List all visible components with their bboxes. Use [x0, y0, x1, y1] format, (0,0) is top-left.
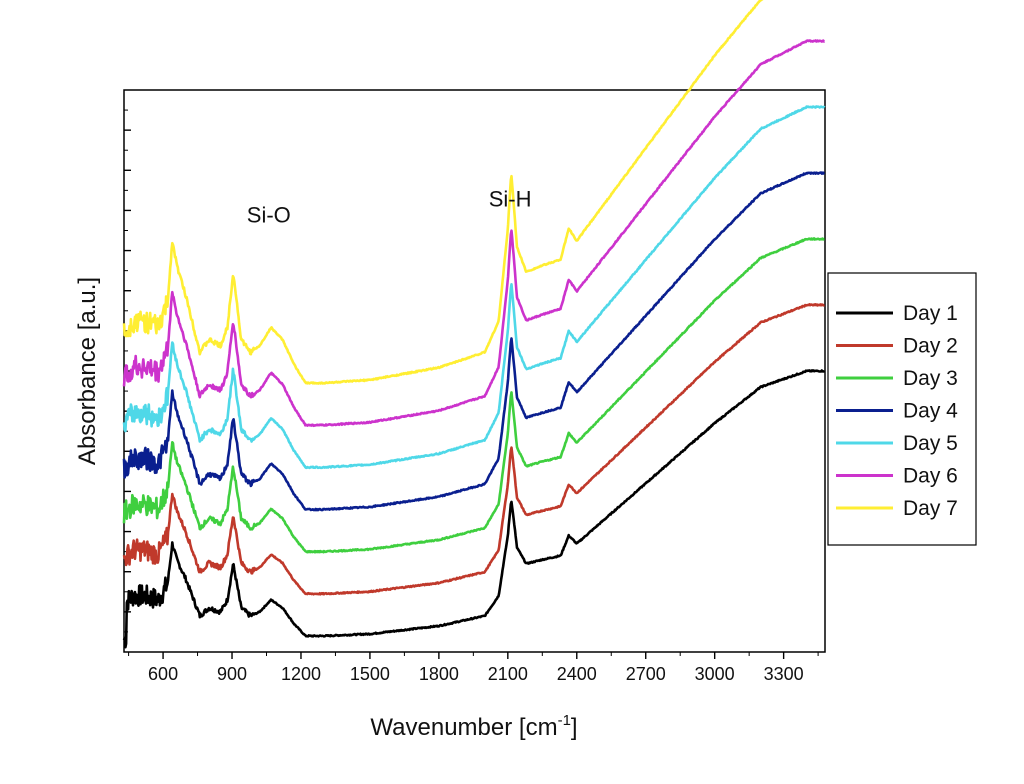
legend: Day 1 Day 2 Day 3 Day 4 Day 5 Day 6 Day 7: [827, 272, 977, 546]
series-line-7: [122, 0, 764, 385]
x-axis-title-suffix: ]: [571, 714, 578, 741]
x-tick-label: 600: [148, 664, 178, 684]
legend-label: Day 4: [903, 400, 958, 423]
x-axis-title: Wavenumber [cm-1]: [370, 712, 577, 741]
legend-label: Day 6: [903, 465, 958, 488]
x-tick-label: 2700: [626, 664, 666, 684]
annotations: Si-O Si-H: [247, 186, 532, 227]
x-axis-title-main: Wavenumber [cm: [370, 714, 557, 741]
plot-area-frame: [123, 89, 826, 653]
x-tick-label: 900: [217, 664, 247, 684]
series-line-6: [122, 39, 826, 428]
series-line-1: [122, 369, 826, 649]
x-tick-label: 3300: [764, 664, 804, 684]
legend-label: Day 1: [903, 302, 958, 325]
x-tick-label: 2100: [488, 664, 528, 684]
series-line-2: [122, 303, 826, 596]
legend-label: Day 5: [903, 432, 958, 455]
series-line-3: [122, 237, 826, 554]
series-line-4: [122, 171, 826, 512]
x-tick-label: 1500: [350, 664, 390, 684]
legend-label: Day 7: [903, 497, 958, 520]
x-tick-label: 3000: [695, 664, 735, 684]
x-tick-label: 1200: [281, 664, 321, 684]
x-axis-ticks: 600 900 1200 1500 1800 2100 2400 2700 3000 3300: [128, 652, 819, 684]
legend-label: Day 3: [903, 367, 958, 390]
x-tick-label: 1800: [419, 664, 459, 684]
series-line-5: [122, 105, 826, 470]
x-axis-title-superscript: -1: [558, 712, 571, 729]
y-axis-ticks: [124, 109, 131, 633]
y-axis-title: Absorbance [a.u.]: [74, 277, 101, 465]
legend-label: Day 2: [903, 335, 958, 358]
x-tick-label: 2400: [557, 664, 597, 684]
series-group: [122, 0, 826, 649]
annotation-label: Si-H: [489, 186, 532, 211]
annotation-label: Si-O: [247, 202, 291, 227]
